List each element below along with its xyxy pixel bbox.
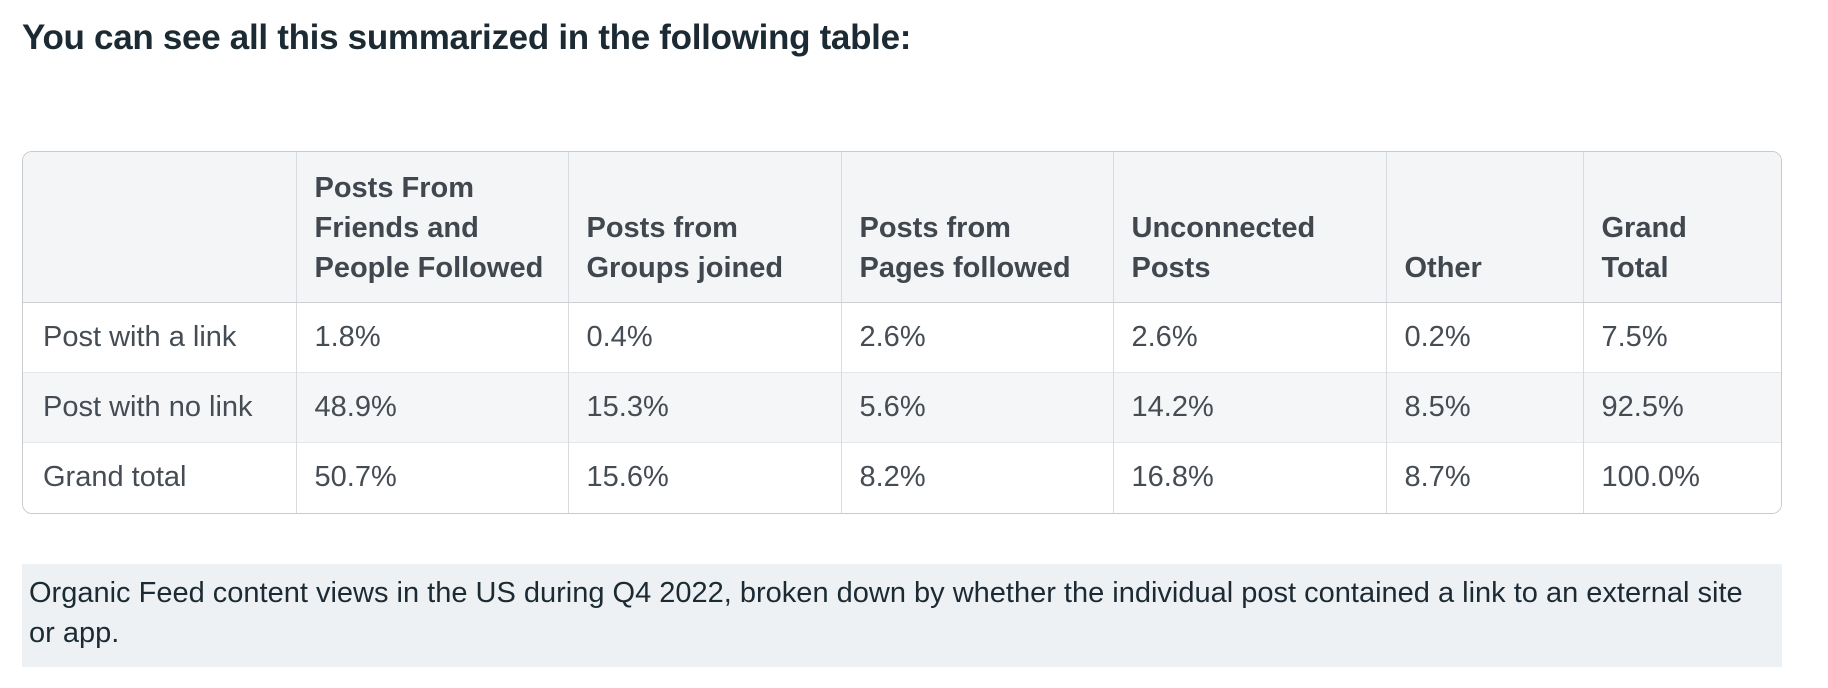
- table-cell: 5.6%: [840, 372, 1113, 443]
- column-header-pages: Posts from Pages followed: [840, 152, 1113, 303]
- table-cell: 15.3%: [567, 372, 841, 443]
- table-cell: 2.6%: [1112, 302, 1386, 373]
- table-row-grand-total: Grand total 50.7% 15.6% 8.2% 16.8% 8.7% …: [23, 442, 1781, 513]
- column-header-unconnected: Unconnected Posts: [1112, 152, 1386, 303]
- table-cell: 0.4%: [567, 302, 841, 373]
- table-row-post-with-link: Post with a link 1.8% 0.4% 2.6% 2.6% 0.2…: [23, 302, 1781, 373]
- table-cell: 0.2%: [1385, 302, 1583, 373]
- column-header-groups: Posts from Groups joined: [567, 152, 841, 303]
- table-cell: 48.9%: [295, 372, 568, 443]
- column-header-other: Other: [1385, 152, 1583, 303]
- table-cell: 8.5%: [1385, 372, 1583, 443]
- summary-table: Posts From Friends and People Followed P…: [23, 152, 1781, 513]
- table-header-row: Posts From Friends and People Followed P…: [23, 152, 1781, 303]
- table-cell: 8.2%: [840, 442, 1113, 513]
- column-header-friends: Posts From Friends and People Followed: [295, 152, 568, 303]
- row-label: Post with no link: [23, 372, 296, 443]
- row-label: Grand total: [23, 442, 296, 513]
- table-cell: 8.7%: [1385, 442, 1583, 513]
- column-header-empty: [23, 152, 296, 303]
- table-cell: 1.8%: [295, 302, 568, 373]
- table-cell: 92.5%: [1582, 372, 1781, 443]
- table-caption: Organic Feed content views in the US dur…: [22, 563, 1782, 667]
- table-cell: 7.5%: [1582, 302, 1781, 373]
- table-cell: 14.2%: [1112, 372, 1386, 443]
- table-cell: 15.6%: [567, 442, 841, 513]
- table-cell: 50.7%: [295, 442, 568, 513]
- table-cell: 2.6%: [840, 302, 1113, 373]
- row-label: Post with a link: [23, 302, 296, 373]
- section-heading: You can see all this summarized in the f…: [22, 18, 912, 57]
- column-header-grand-total: Grand Total: [1582, 152, 1781, 303]
- summary-table-container: Posts From Friends and People Followed P…: [22, 151, 1782, 514]
- table-cell: 16.8%: [1112, 442, 1386, 513]
- table-cell: 100.0%: [1582, 442, 1781, 513]
- table-row-post-no-link: Post with no link 48.9% 15.3% 5.6% 14.2%…: [23, 372, 1781, 443]
